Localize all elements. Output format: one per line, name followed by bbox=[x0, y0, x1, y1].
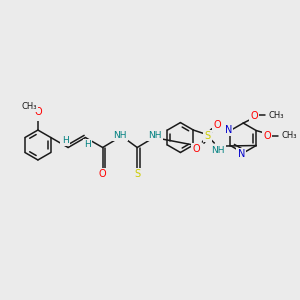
Text: O: O bbox=[214, 120, 221, 130]
Text: NH: NH bbox=[212, 146, 225, 154]
Text: CH₃: CH₃ bbox=[21, 102, 37, 111]
Text: H: H bbox=[62, 136, 68, 145]
Text: H: H bbox=[84, 140, 91, 149]
Text: O: O bbox=[193, 144, 200, 154]
Text: O: O bbox=[250, 111, 258, 121]
Text: O: O bbox=[99, 169, 106, 179]
Text: O: O bbox=[33, 109, 41, 119]
Text: CH₃: CH₃ bbox=[281, 131, 297, 140]
Text: O: O bbox=[263, 130, 271, 140]
Text: CH₃: CH₃ bbox=[268, 111, 284, 120]
Text: O: O bbox=[34, 107, 42, 117]
Text: N: N bbox=[225, 124, 232, 135]
Text: NH: NH bbox=[113, 131, 127, 140]
Text: S: S bbox=[134, 169, 140, 179]
Text: N: N bbox=[238, 149, 245, 159]
Text: NH: NH bbox=[148, 131, 161, 140]
Text: S: S bbox=[204, 131, 210, 141]
